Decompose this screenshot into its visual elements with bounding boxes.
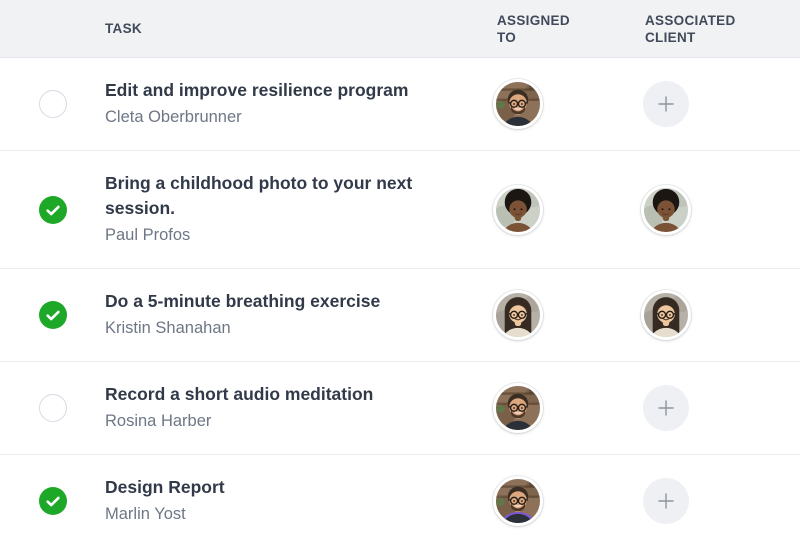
add-associated-client-button[interactable] xyxy=(643,81,689,127)
task-title: Bring a childhood photo to your next ses… xyxy=(105,173,413,218)
header-cell-associated-client: ASSOCIATED CLIENT xyxy=(638,12,800,46)
cell-task: Bring a childhood photo to your next ses… xyxy=(105,171,490,248)
plus-icon xyxy=(658,400,674,416)
cell-task: Do a 5-minute breathing exercise Kristin… xyxy=(105,289,490,341)
column-header-task: TASK xyxy=(105,21,142,36)
check-icon xyxy=(38,301,67,329)
task-title: Design Report xyxy=(105,477,225,497)
task-title: Edit and improve resilience program xyxy=(105,80,409,100)
check-icon xyxy=(38,487,67,515)
cell-checkbox xyxy=(0,487,105,515)
column-header-assigned-to: ASSIGNED TO xyxy=(497,12,570,45)
cell-checkbox xyxy=(0,394,105,422)
table-row[interactable]: Do a 5-minute breathing exercise Kristin… xyxy=(0,269,800,362)
assigned-to-avatar[interactable] xyxy=(493,476,543,526)
cell-checkbox xyxy=(0,301,105,329)
table-row[interactable]: Edit and improve resilience program Clet… xyxy=(0,58,800,151)
task-checkbox-unchecked[interactable] xyxy=(38,90,67,118)
table-row[interactable]: Bring a childhood photo to your next ses… xyxy=(0,151,800,269)
task-checkbox-checked[interactable] xyxy=(38,487,67,515)
task-checkbox-unchecked[interactable] xyxy=(38,394,67,422)
plus-icon xyxy=(658,493,674,509)
task-title: Do a 5-minute breathing exercise xyxy=(105,291,381,311)
cell-associated-client xyxy=(638,385,800,431)
cell-checkbox xyxy=(0,90,105,118)
task-checkbox-checked[interactable] xyxy=(38,301,67,329)
column-header-associated-client: ASSOCIATED CLIENT xyxy=(645,12,736,45)
table-row[interactable]: Design Report Marlin Yost xyxy=(0,455,800,537)
plus-icon xyxy=(658,96,674,112)
cell-task: Design Report Marlin Yost xyxy=(105,475,490,527)
cell-associated-client xyxy=(638,290,800,340)
assigned-to-avatar[interactable] xyxy=(493,290,543,340)
task-assignee-name: Marlin Yost xyxy=(105,505,186,523)
cell-associated-client xyxy=(638,184,800,235)
task-assignee-name: Kristin Shanahan xyxy=(105,319,231,337)
header-cell-task: TASK xyxy=(105,20,490,37)
cell-associated-client xyxy=(638,478,800,524)
task-assignee-name: Rosina Harber xyxy=(105,412,212,430)
associated-client-avatar[interactable] xyxy=(641,184,691,235)
header-cell-assigned-to: ASSIGNED TO xyxy=(490,12,638,46)
cell-assigned-to xyxy=(490,184,638,235)
assigned-to-avatar[interactable] xyxy=(493,184,543,235)
task-title: Record a short audio meditation xyxy=(105,384,374,404)
task-checkbox-checked[interactable] xyxy=(38,195,67,224)
cell-assigned-to xyxy=(490,383,638,433)
table-header: TASK ASSIGNED TO ASSOCIATED CLIENT xyxy=(0,0,800,58)
table-row[interactable]: Record a short audio meditation Rosina H… xyxy=(0,362,800,455)
assigned-to-avatar[interactable] xyxy=(493,79,543,129)
cell-assigned-to xyxy=(490,476,638,526)
cell-task: Edit and improve resilience program Clet… xyxy=(105,78,490,130)
task-assignee-name: Cleta Oberbrunner xyxy=(105,108,242,126)
check-icon xyxy=(38,195,67,224)
add-associated-client-button[interactable] xyxy=(643,478,689,524)
cell-associated-client xyxy=(638,81,800,127)
cell-assigned-to xyxy=(490,79,638,129)
cell-assigned-to xyxy=(490,290,638,340)
cell-checkbox xyxy=(0,195,105,224)
add-associated-client-button[interactable] xyxy=(643,385,689,431)
task-assignee-name: Paul Profos xyxy=(105,226,191,244)
assigned-to-avatar[interactable] xyxy=(493,383,543,433)
associated-client-avatar[interactable] xyxy=(641,290,691,340)
task-table-body: Edit and improve resilience program Clet… xyxy=(0,58,800,537)
cell-task: Record a short audio meditation Rosina H… xyxy=(105,382,490,434)
